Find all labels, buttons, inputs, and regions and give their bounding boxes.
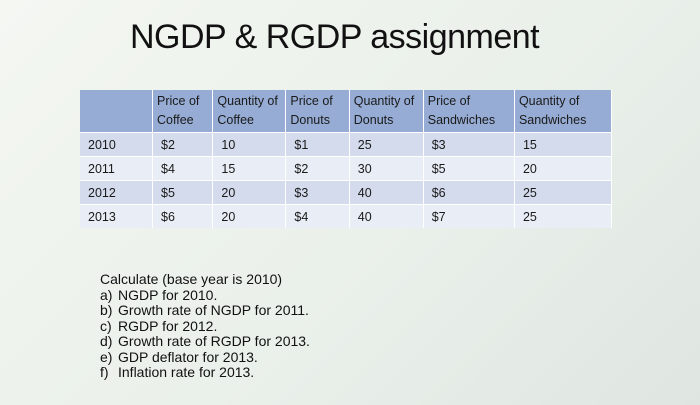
- item-marker: e): [100, 348, 113, 365]
- table-row: 2011 $4 15 $2 30 $5 20: [80, 156, 613, 181]
- table-cell: $1: [285, 132, 350, 157]
- table-cell: 10: [212, 132, 287, 157]
- table-cell: $6: [152, 204, 214, 228]
- table-cell: 30: [349, 156, 424, 181]
- table-cell: $6: [423, 180, 515, 205]
- list-item: d) Growth rate of RGDP for 2013.: [100, 333, 310, 350]
- title: NGDP & RGDP assignment: [130, 18, 540, 56]
- table-cell: 20: [212, 180, 287, 205]
- table-cell: $3: [285, 180, 350, 205]
- table-cell: $2: [285, 156, 350, 181]
- table-cell: $7: [423, 204, 515, 228]
- table-cell: 15: [514, 132, 613, 157]
- table-cell: $4: [152, 156, 214, 181]
- list-item: b) Growth rate of NGDP for 2011.: [100, 302, 310, 319]
- item-marker: f): [100, 364, 109, 380]
- item-text: RGDP for 2012.: [118, 317, 218, 334]
- table-cell: 20: [514, 156, 613, 181]
- table-row: 2013 $6 20 $4 40 $7 25: [80, 204, 613, 228]
- header-row: Price of Coffee Quantity of Coffee Price o…: [80, 90, 613, 133]
- table-cell: 25: [514, 180, 613, 205]
- column-header: Quantity of Donuts: [349, 90, 424, 133]
- table-cell: $2: [152, 132, 214, 157]
- instructions: Calculate (base year is 2010) a) NGDP for…: [100, 271, 310, 381]
- list-item: c) RGDP for 2012.: [100, 317, 310, 335]
- table-cell: 40: [349, 180, 424, 205]
- item-text: Growth rate of RGDP for 2013.: [118, 333, 310, 349]
- list-item: a) NGDP for 2010.: [100, 286, 310, 304]
- item-marker: d): [100, 333, 113, 349]
- table-cell: $4: [285, 204, 350, 228]
- row-label: 2011: [80, 156, 153, 181]
- table-cell: 25: [349, 132, 424, 157]
- row-label: 2010: [80, 132, 153, 157]
- data-table: Price of Coffee Quantity of Coffee Price o…: [80, 90, 613, 228]
- row-label: 2012: [80, 180, 153, 205]
- list-item: e) GDP deflator for 2013.: [100, 348, 310, 366]
- row-label: 2013: [80, 204, 153, 228]
- item-text: GDP deflator for 2013.: [118, 348, 258, 365]
- table-cell: 15: [212, 156, 287, 181]
- item-marker: c): [100, 317, 112, 334]
- table-cell: $5: [152, 180, 214, 205]
- item-marker: a): [100, 286, 113, 303]
- column-header: Price of Coffee: [152, 90, 214, 133]
- table-cell: 25: [514, 204, 613, 228]
- table-cell: 40: [349, 204, 424, 228]
- corner-cell: [80, 90, 153, 133]
- table-cell: $5: [423, 156, 515, 181]
- table-cell: 20: [212, 204, 287, 228]
- column-header: Quantity of Sandwiches: [514, 90, 613, 133]
- table-row: 2010 $2 10 $1 25 $3 15: [80, 132, 613, 157]
- list-item: f) Inflation rate for 2013.: [100, 364, 310, 381]
- table-cell: $3: [423, 132, 515, 157]
- item-text: Growth rate of NGDP for 2011.: [118, 302, 309, 318]
- item-text: Inflation rate for 2013.: [118, 364, 255, 380]
- instructions-intro: Calculate (base year is 2010): [100, 271, 283, 287]
- column-header: Price of Donuts: [285, 90, 350, 133]
- column-header: Quantity of Coffee: [212, 90, 287, 133]
- item-marker: b): [100, 302, 113, 318]
- table-row: 2012 $5 20 $3 40 $6 25: [80, 180, 613, 205]
- item-text: NGDP for 2010.: [118, 286, 218, 303]
- column-header: Price of Sandwiches: [423, 90, 515, 133]
